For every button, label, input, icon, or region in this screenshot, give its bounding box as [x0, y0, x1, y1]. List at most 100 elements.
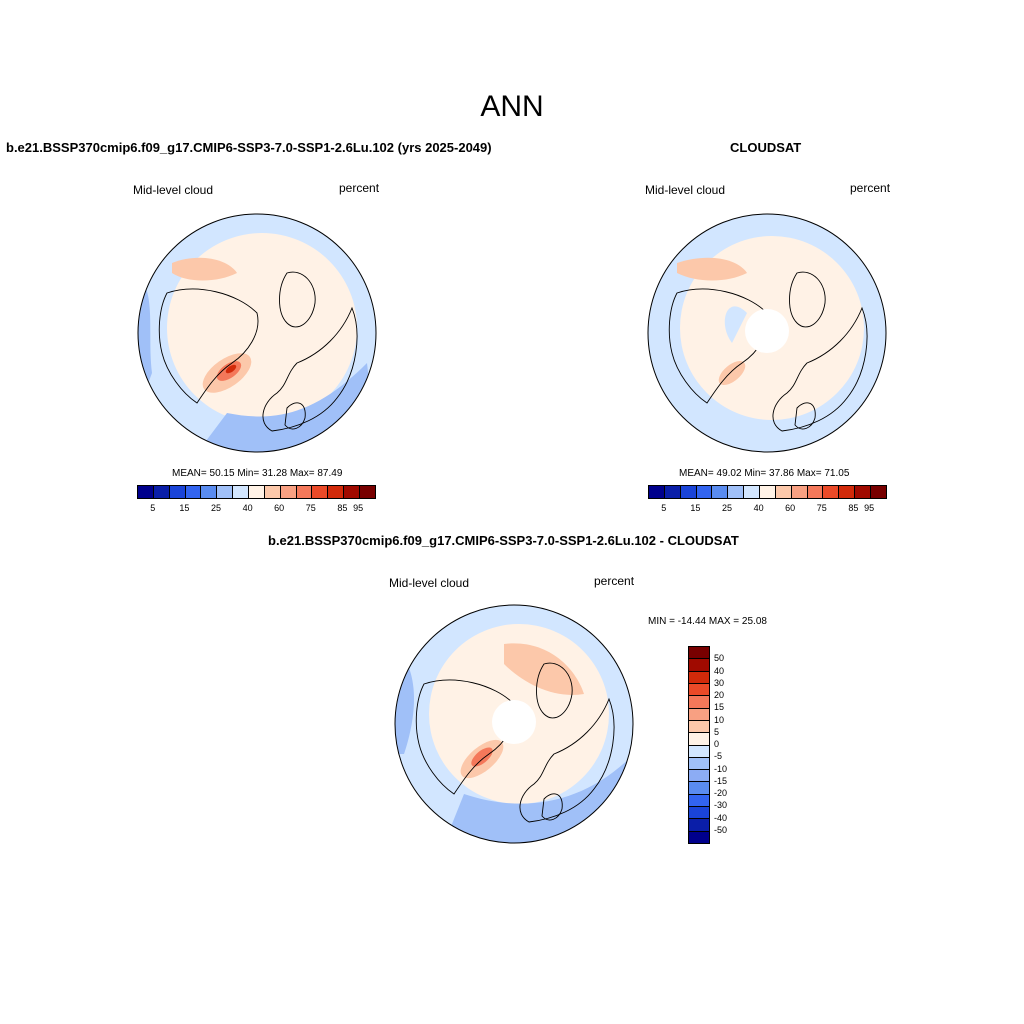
- coastline: [789, 271, 826, 328]
- colorbar-difference-tick-label: 0: [714, 739, 720, 749]
- colorbar-difference-swatch: [689, 647, 709, 660]
- colorbar-difference-swatch: [689, 757, 709, 771]
- colorbar-model-swatch: [153, 486, 170, 498]
- field-contour: [724, 306, 747, 343]
- colorbar-difference-swatch: [689, 770, 709, 783]
- colorbar-cloudsat-tick-label: 40: [753, 503, 764, 513]
- colorbar-difference-tick-label: 30: [714, 677, 725, 688]
- colorbar-cloudsat: [648, 485, 887, 499]
- colorbar-difference-tick-label: -10: [714, 763, 728, 774]
- coastline: [262, 306, 358, 432]
- colorbar-difference-swatch: [689, 831, 709, 843]
- colorbar-model-tick-label: 15: [179, 503, 190, 513]
- coastline: [772, 306, 868, 432]
- polar-map-model: [137, 213, 377, 453]
- colorbar-difference-swatch: [689, 819, 709, 832]
- colorbar-cloudsat-swatch: [823, 486, 840, 498]
- map-border: [394, 604, 634, 844]
- colorbar-difference-swatch: [689, 794, 709, 808]
- field-contour: [225, 364, 237, 374]
- colorbar-cloudsat-swatch: [649, 486, 665, 498]
- colorbar-cloudsat-swatch: [696, 486, 713, 498]
- colorbar-difference-tick-label: -40: [714, 812, 728, 823]
- colorbar-cloudsat-swatch: [807, 486, 824, 498]
- coastline: [279, 271, 316, 328]
- colorbar-difference-swatch: [689, 671, 709, 684]
- colorbar-difference-swatch: [689, 807, 709, 820]
- colorbar-difference-tick-label: 20: [714, 690, 725, 700]
- colorbar-cloudsat-tick-label: 25: [721, 503, 732, 513]
- panel-2-stats: MEAN= 49.02 Min= 37.86 Max= 71.05: [679, 468, 850, 479]
- pole-hole: [745, 309, 789, 353]
- colorbar-model-swatch: [249, 486, 265, 498]
- colorbar-model-swatch: [217, 486, 234, 498]
- colorbar-difference-swatch: [689, 733, 709, 746]
- figure-title: ANN: [480, 90, 544, 123]
- colorbar-model-tick-label: 25: [210, 503, 221, 513]
- colorbar-difference-swatch: [689, 745, 709, 758]
- panel-2-units: percent: [850, 181, 891, 195]
- colorbar-cloudsat-tick-label: 75: [816, 503, 827, 513]
- colorbar-cloudsat-swatch: [744, 486, 761, 498]
- colorbar-cloudsat-swatch: [791, 486, 808, 498]
- colorbar-model-swatch: [296, 486, 313, 498]
- colorbar-model-tick-label: 40: [242, 503, 253, 513]
- colorbar-difference-tick-label: -15: [714, 775, 728, 786]
- panel-1-left-label: Mid-level cloud: [133, 183, 214, 197]
- colorbar-model-tick-label: 5: [150, 503, 156, 513]
- colorbar-cloudsat-swatch: [775, 486, 792, 498]
- panel-3-title: b.e21.BSSP370cmip6.f09_g17.CMIP6-SSP3-7.…: [268, 533, 739, 548]
- field-contour: [172, 257, 237, 281]
- colorbar-model-swatch: [312, 486, 329, 498]
- colorbar-cloudsat-swatch: [855, 486, 872, 498]
- colorbar-cloudsat-tick-label: 60: [785, 503, 796, 513]
- colorbar-model-tick-label: 60: [274, 503, 285, 513]
- colorbar-cloudsat-tick-label: 95: [864, 503, 875, 513]
- panel-2-title: CLOUDSAT: [730, 140, 802, 155]
- colorbar-difference-tick-label: -20: [714, 788, 728, 798]
- colorbar-difference-tick-label: -30: [714, 800, 728, 811]
- colorbar-difference-swatch: [689, 696, 709, 709]
- colorbar-cloudsat-swatch: [760, 486, 776, 498]
- coastline: [284, 402, 306, 430]
- coastline: [541, 793, 563, 821]
- colorbar-cloudsat-swatch: [664, 486, 681, 498]
- coastline: [794, 402, 816, 430]
- colorbar-cloudsat-tick-label: 85: [848, 503, 859, 513]
- colorbar-model-swatch: [344, 486, 361, 498]
- field-contour: [471, 747, 493, 767]
- colorbar-model-swatch: [360, 486, 375, 498]
- colorbar-model-tick-label: 85: [337, 503, 348, 513]
- field-contour: [718, 361, 746, 385]
- colorbar-model: [137, 485, 376, 499]
- field-contour: [677, 257, 747, 281]
- panel-3-left-label: Mid-level cloud: [389, 576, 470, 590]
- panel-2-left-label: Mid-level cloud: [645, 183, 726, 197]
- colorbar-cloudsat-tick-label: 5: [661, 503, 667, 513]
- colorbar-difference-tick-label: 50: [714, 653, 725, 664]
- map-field: [395, 605, 633, 843]
- colorbar-cloudsat-tick-label: 15: [690, 503, 701, 513]
- panel-1-title: b.e21.BSSP370cmip6.f09_g17.CMIP6-SSP3-7.…: [6, 140, 492, 155]
- colorbar-difference: [688, 646, 710, 844]
- map-border: [647, 213, 887, 453]
- map-field: [648, 214, 886, 452]
- colorbar-model-swatch: [201, 486, 218, 498]
- colorbar-difference-tick-label: 5: [714, 726, 720, 737]
- colorbar-model-tick-label: 75: [305, 503, 316, 513]
- coastline: [415, 679, 516, 795]
- colorbar-model-swatch: [138, 486, 154, 498]
- panel-1-stats: MEAN= 50.15 Min= 31.28 Max= 87.49: [172, 468, 343, 479]
- colorbar-cloudsat-swatch: [728, 486, 745, 498]
- colorbar-model-swatch: [328, 486, 345, 498]
- polar-map-difference: [394, 604, 634, 844]
- pole-hole: [492, 700, 536, 744]
- colorbar-cloudsat-swatch: [680, 486, 697, 498]
- colorbar-model-tick-label: 95: [353, 503, 364, 513]
- coastline: [519, 697, 615, 823]
- colorbar-difference-tick-label: 15: [714, 702, 725, 713]
- colorbar-difference-tick-label: 10: [714, 714, 725, 725]
- colorbar-difference-tick-label: -50: [714, 824, 728, 835]
- panel-3-stats: MIN = -14.44 MAX = 25.08: [648, 616, 767, 627]
- colorbar-difference-swatch: [689, 782, 709, 795]
